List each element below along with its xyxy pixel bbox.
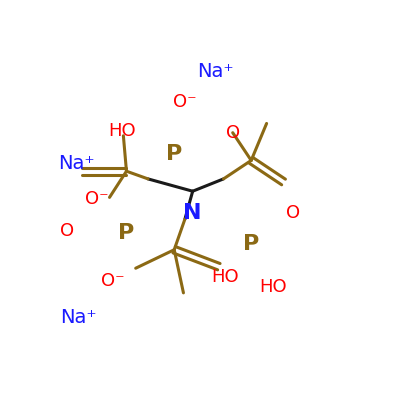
Text: P: P — [243, 234, 259, 254]
Text: O⁻: O⁻ — [85, 190, 109, 208]
Text: O: O — [286, 204, 300, 222]
Text: O: O — [226, 124, 240, 142]
Text: HO: HO — [211, 268, 239, 286]
Text: P: P — [118, 223, 134, 243]
Text: P: P — [166, 144, 182, 164]
Text: Na⁺: Na⁺ — [198, 62, 234, 80]
Text: O⁻: O⁻ — [173, 93, 197, 111]
Text: Na⁺: Na⁺ — [60, 308, 97, 327]
Text: O⁻: O⁻ — [101, 272, 124, 290]
Text: O: O — [60, 222, 74, 240]
Text: HO: HO — [108, 122, 136, 140]
Text: Na⁺: Na⁺ — [58, 154, 94, 173]
Text: N: N — [184, 203, 202, 223]
Text: HO: HO — [259, 278, 286, 296]
